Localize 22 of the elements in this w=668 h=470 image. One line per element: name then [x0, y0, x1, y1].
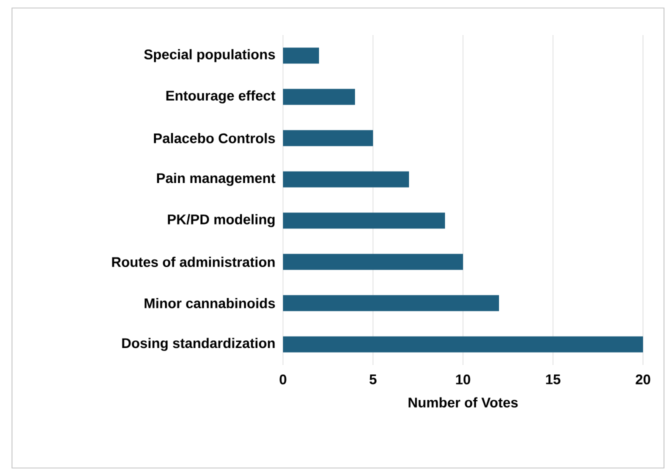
- bar: [283, 130, 374, 146]
- bar: [283, 254, 464, 270]
- x-tick-label: 5: [370, 374, 376, 384]
- x-tick-label: 10: [456, 374, 470, 384]
- bar: [283, 212, 446, 229]
- y-tick-label: Minor cannabinoids: [144, 298, 275, 308]
- x-tick-label: 0: [280, 374, 286, 384]
- bar: [283, 88, 356, 105]
- bar: [283, 171, 410, 188]
- y-tick-label: Dosing standardization: [122, 338, 275, 351]
- y-tick-label: Pain management: [157, 172, 276, 186]
- y-tick-label: Palacebo Controls: [154, 133, 275, 144]
- x-tick-label: 20: [636, 374, 650, 384]
- bar: [283, 48, 320, 64]
- y-tick-label: Special populations: [144, 49, 275, 62]
- x-tick-label: 15: [546, 374, 560, 384]
- bar: [283, 336, 644, 352]
- bar: [283, 295, 500, 312]
- y-tick-label: Entourage effect: [166, 90, 276, 104]
- x-axis-title: Number of Votes: [408, 397, 518, 408]
- y-tick-label: PK/PD modeling: [168, 214, 275, 228]
- y-tick-label: Routes of administration: [112, 256, 275, 268]
